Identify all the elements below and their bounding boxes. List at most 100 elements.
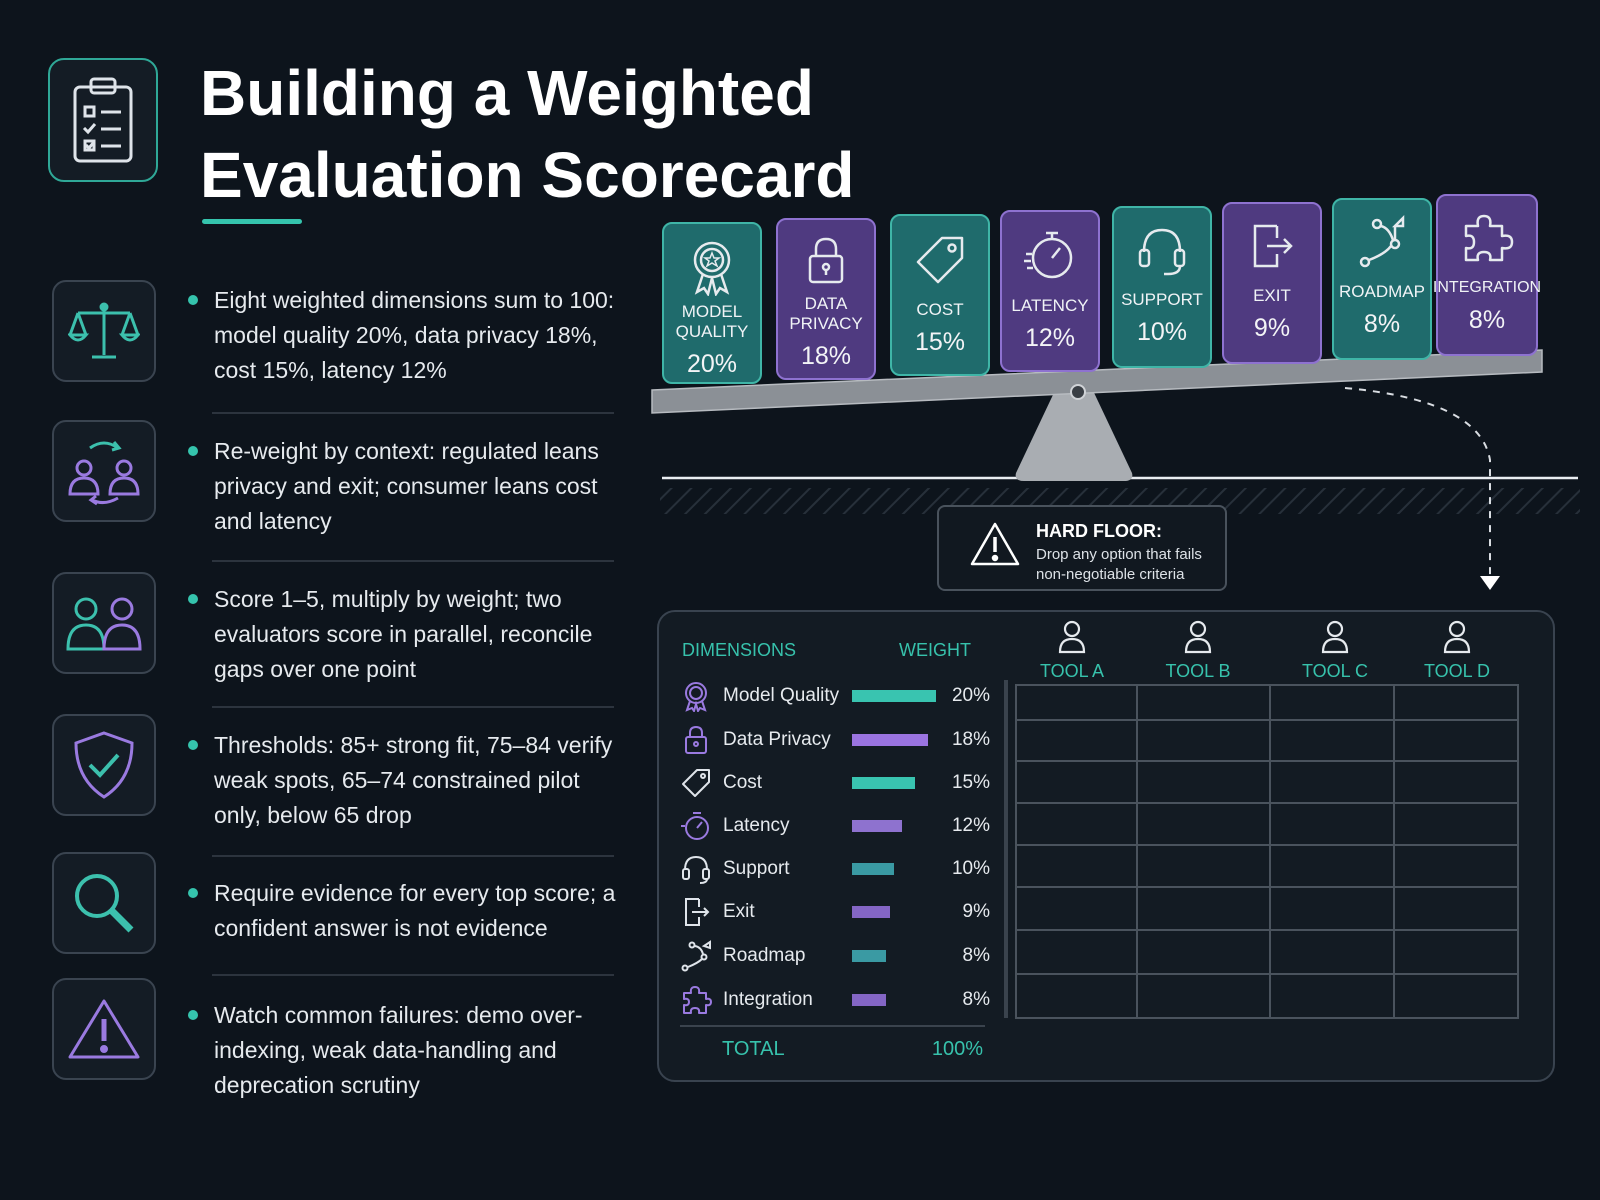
two-people-icon (52, 572, 156, 674)
divider (212, 855, 614, 857)
card-value: 15% (914, 328, 966, 356)
weight-row-exit: Exit 9% (680, 892, 990, 932)
person-icon (1184, 620, 1212, 654)
lock-icon (685, 725, 707, 754)
weight-row-integration: Integration 8% (680, 980, 990, 1020)
bullet-item: Re-weight by context: regulated leans pr… (188, 434, 618, 539)
headset-icon (1138, 228, 1186, 276)
puzzle-icon (683, 986, 712, 1014)
bullet-text: Eight weighted dimensions sum to 100: mo… (214, 287, 615, 383)
row-weight: 18% (951, 729, 990, 750)
bullet-item: Score 1–5, multiply by weight; two evalu… (188, 582, 618, 687)
bullet-dot (188, 1010, 198, 1020)
tool-b-header: TOOL B (1143, 620, 1253, 682)
row-weight: 15% (951, 772, 990, 793)
card-label: MODEL QUALITY (675, 302, 749, 341)
bullet-dot (188, 888, 198, 898)
tag-icon (682, 769, 710, 797)
bullet-item: Watch common failures: demo over-indexin… (188, 998, 618, 1103)
magnifier-icon (52, 852, 156, 954)
row-weight: 10% (951, 858, 990, 879)
card-data-privacy: DATA PRIVACY 18% (776, 218, 876, 380)
card-integration: INTEGRATION 8% (1432, 194, 1542, 356)
person-icon (1321, 620, 1349, 654)
row-weight: 12% (951, 815, 990, 836)
card-latency: LATENCY 12% (1000, 210, 1100, 372)
pivot (1070, 384, 1086, 400)
row-name: Cost (723, 772, 763, 793)
divider (212, 706, 614, 708)
total-value: 100% (931, 1038, 983, 1060)
bullet-item: Thresholds: 85+ strong fit, 75–84 verify… (188, 728, 618, 833)
card-value: 18% (800, 342, 852, 370)
hard-floor-line-1: Drop any option that fails (1036, 546, 1202, 563)
roadmap-icon (681, 940, 711, 972)
weight-bar (852, 950, 886, 962)
shield-check-icon (52, 714, 156, 816)
column-separator (1004, 680, 1008, 1018)
weight-bar (852, 734, 928, 746)
headset-icon (682, 855, 710, 884)
tool-a-header: TOOL A (1017, 620, 1127, 682)
card-label: EXIT (1253, 286, 1291, 305)
title-line-1: Building a Weighted (200, 57, 814, 129)
card-label: LATENCY (1011, 296, 1089, 315)
weight-row-data-privacy: Data Privacy 18% (680, 720, 990, 760)
card-model-quality: MODEL QUALITY 20% (662, 222, 762, 384)
bullet-text: Re-weight by context: regulated leans pr… (214, 438, 599, 534)
row-weight: 9% (962, 901, 990, 922)
card-value: 20% (686, 350, 738, 378)
row-name: Support (723, 858, 790, 879)
weight-row-roadmap: Roadmap 8% (680, 936, 990, 976)
total-label: TOTAL (722, 1038, 785, 1060)
row-name: Integration (723, 989, 813, 1010)
card-value: 8% (1363, 310, 1401, 338)
tool-label: TOOL B (1165, 661, 1231, 681)
weight-bar (852, 820, 902, 832)
card-label: SUPPORT (1121, 290, 1203, 309)
hard-floor-callout: HARD FLOOR: Drop any option that fails n… (937, 505, 1227, 591)
weight-bar (852, 690, 936, 702)
divider (212, 412, 614, 414)
title-line-2: Evaluation Scorecard (200, 139, 855, 211)
hard-floor-title: HARD FLOOR: (1036, 521, 1162, 541)
page-title: Building a Weighted Evaluation Scorecard (200, 52, 900, 216)
dimensions-header: DIMENSIONS (682, 640, 797, 660)
stopwatch-icon (681, 812, 709, 840)
weight-header: WEIGHT (899, 640, 971, 660)
total-divider (680, 1025, 985, 1027)
fulcrum (1015, 380, 1133, 481)
warning-icon (52, 978, 156, 1080)
card-value: 9% (1253, 314, 1291, 342)
weight-row-cost: Cost 15% (680, 763, 990, 803)
weight-row-latency: Latency 12% (680, 806, 990, 846)
bullet-dot (188, 740, 198, 750)
bullet-dot (188, 594, 198, 604)
award-icon (685, 682, 707, 712)
row-name: Model Quality (723, 685, 840, 706)
score-grid (1015, 684, 1519, 1019)
weight-bar (852, 777, 915, 789)
title-underline (202, 219, 302, 224)
bullet-item: Require evidence for every top score; a … (188, 876, 618, 946)
bullet-text: Score 1–5, multiply by weight; two evalu… (214, 586, 593, 682)
row-name: Data Privacy (723, 729, 831, 750)
people-swap-icon (52, 420, 156, 522)
tag-icon (916, 236, 964, 284)
row-weight: 8% (962, 989, 990, 1010)
row-name: Exit (723, 901, 755, 922)
tool-d-header: TOOL D (1402, 620, 1512, 682)
lock-icon (808, 237, 844, 284)
arrowhead (1480, 576, 1500, 590)
hard-floor-line-2: non-negotiable criteria (1036, 566, 1185, 583)
bullet-item: Eight weighted dimensions sum to 100: mo… (188, 283, 618, 388)
person-icon (1443, 620, 1471, 654)
card-support: SUPPORT 10% (1112, 206, 1212, 368)
card-value: 12% (1024, 324, 1076, 352)
scales-icon (52, 280, 156, 382)
exit-icon (685, 898, 710, 926)
card-label: INTEGRATION (1432, 279, 1542, 296)
puzzle-icon (1464, 214, 1514, 262)
card-label: ROADMAP (1339, 282, 1425, 301)
card-roadmap: ROADMAP 8% (1332, 198, 1432, 360)
